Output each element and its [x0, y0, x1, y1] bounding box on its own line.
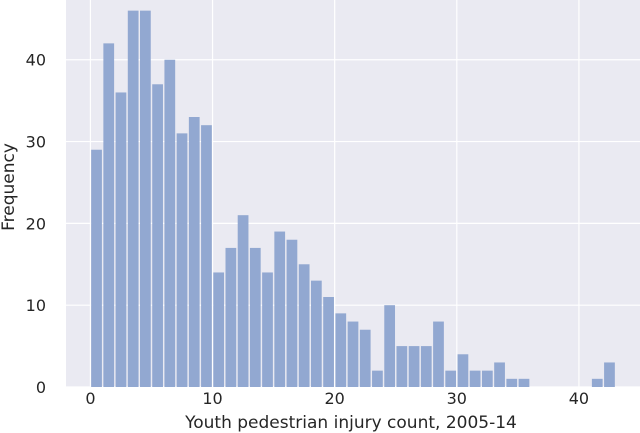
histogram-bar — [249, 247, 261, 387]
y-tick-labels: 0 10 20 30 40 — [26, 51, 46, 397]
histogram-bar — [604, 362, 615, 387]
histogram-bar — [518, 378, 530, 387]
histogram-bar — [591, 378, 603, 387]
histogram-bar — [127, 10, 139, 388]
histogram-bar — [359, 329, 371, 387]
histogram-bar — [347, 321, 359, 387]
x-tick-label: 30 — [447, 389, 467, 408]
x-tick-label: 40 — [569, 389, 589, 408]
y-tick-label: 0 — [36, 378, 46, 397]
x-tick-labels: 0 10 20 30 40 — [85, 389, 589, 408]
histogram-bar — [506, 378, 518, 387]
histogram-bar — [396, 346, 408, 387]
histogram-bar — [494, 362, 505, 387]
histogram-bar — [323, 297, 334, 387]
histogram-bar — [433, 321, 444, 387]
y-axis-label: Frequency — [0, 143, 19, 231]
x-tick-label: 0 — [85, 389, 95, 408]
histogram-bar — [152, 84, 163, 387]
histogram-bar — [188, 117, 200, 387]
histogram-bar — [103, 43, 115, 387]
histogram-bar — [91, 149, 102, 387]
histogram-bar — [420, 346, 432, 387]
histogram-bar — [225, 247, 237, 387]
histogram-bar — [335, 313, 347, 387]
histogram-bar — [115, 92, 127, 388]
histogram-bar — [384, 305, 396, 387]
histogram-bar — [298, 264, 310, 387]
histogram-bar — [372, 370, 383, 387]
y-tick-label: 40 — [26, 51, 46, 70]
histogram-bar — [262, 272, 273, 387]
histogram-bar — [213, 272, 225, 387]
bars — [91, 10, 615, 388]
histogram-bar — [164, 59, 176, 388]
histogram-bar — [201, 125, 212, 387]
histogram-bar — [457, 354, 469, 387]
histogram-bar — [310, 280, 322, 387]
histogram-bar — [140, 10, 151, 388]
histogram-bar — [445, 370, 457, 387]
histogram-bar — [237, 215, 249, 387]
histogram-bar — [286, 239, 298, 387]
histogram-bar — [274, 231, 286, 387]
x-tick-label: 10 — [202, 389, 222, 408]
histogram-bar — [469, 370, 481, 387]
histogram-bar — [176, 133, 188, 387]
x-tick-label: 20 — [325, 389, 345, 408]
y-tick-label: 20 — [26, 214, 46, 233]
x-axis-label: Youth pedestrian injury count, 2005-14 — [184, 413, 517, 433]
histogram-bar — [408, 346, 420, 387]
histogram-bar — [481, 370, 493, 387]
y-tick-label: 10 — [26, 296, 46, 315]
y-tick-label: 30 — [26, 133, 46, 152]
